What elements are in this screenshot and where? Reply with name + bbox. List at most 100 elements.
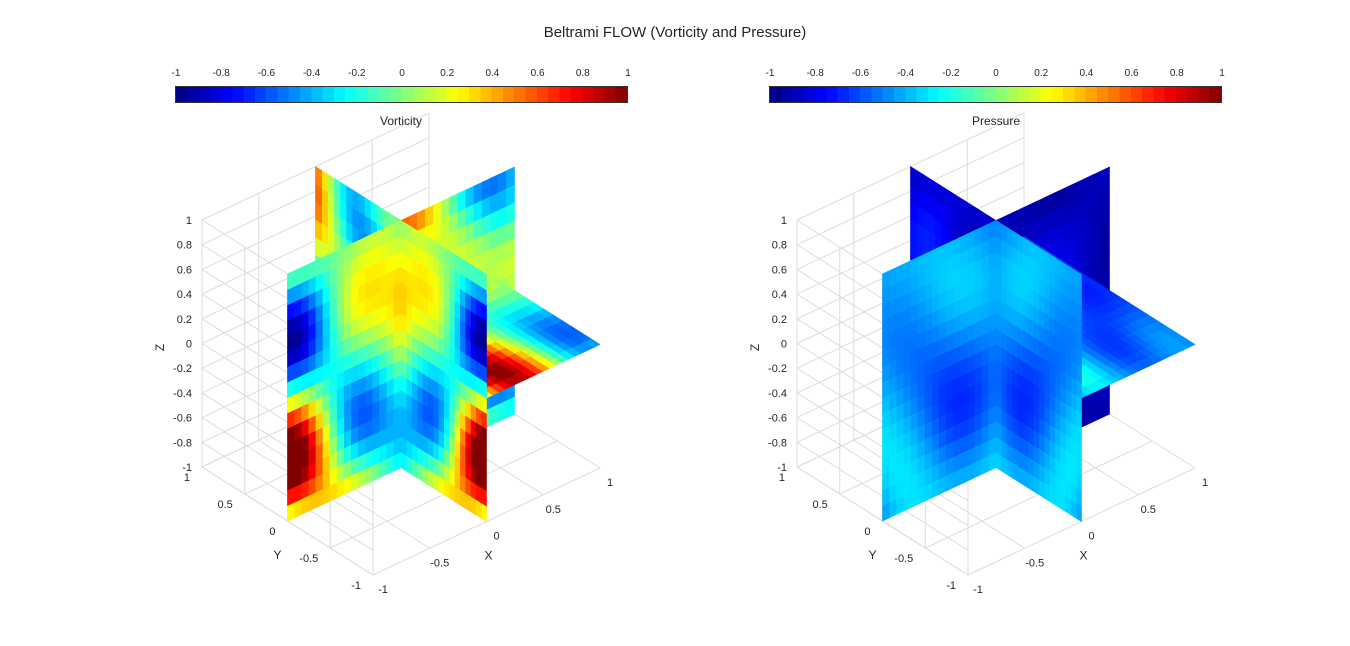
slice-cell (1011, 208, 1021, 231)
z-axis-label: Z (748, 344, 762, 351)
slice-cell (1027, 240, 1034, 261)
z-tick-label: 0.8 (772, 240, 787, 252)
colorbar-tick-label: -0.8 (212, 68, 230, 79)
slice-cell (896, 263, 905, 284)
x-tick-label: 0.5 (546, 504, 561, 516)
slice-x0-front (995, 219, 1082, 523)
colorbar-tick-label: -0.6 (257, 68, 276, 79)
slice-cell (308, 260, 317, 280)
slice-cell (922, 173, 930, 197)
slice-cell (1020, 204, 1029, 228)
colorbar-tick-label: -0.4 (302, 68, 321, 79)
slice-cell (475, 267, 482, 288)
slice-cell (294, 266, 302, 287)
slice-cell (1038, 246, 1045, 267)
slice-cell (345, 185, 353, 208)
slice-cell (416, 230, 423, 250)
x-tick-label: -0.5 (430, 557, 449, 569)
slice-cell (1068, 181, 1078, 205)
slice-cell (411, 226, 418, 247)
z-tick-label: -0.2 (173, 363, 192, 375)
slice-cell (448, 250, 455, 271)
slice-cell (1006, 226, 1013, 247)
z-tick-label: 0.4 (772, 289, 787, 301)
y-axis-label: Y (868, 548, 876, 562)
slice-cell (928, 177, 936, 201)
colorbar-tick-label: 0.6 (1124, 68, 1139, 79)
colorbar-tick-label: 0 (993, 68, 999, 79)
slice-cell (974, 226, 983, 247)
slice-cell (333, 177, 341, 201)
z-tick-label: -1 (777, 462, 787, 474)
slice-cell (1060, 185, 1070, 209)
z-axis-label: Z (153, 344, 167, 351)
colorbar-tick-label: -1 (765, 68, 775, 79)
x-tick-label: 1 (1202, 477, 1208, 489)
colorbar-tick-label: 1 (1219, 68, 1225, 79)
slice-cell (981, 223, 990, 244)
x-tick-label: -1 (378, 584, 388, 596)
x-axis-label: X (484, 549, 492, 563)
slice-cell (315, 165, 322, 189)
slice-cell (376, 204, 383, 228)
z-tick-label: -0.8 (173, 437, 192, 449)
y-tick-label: 0.5 (217, 499, 232, 511)
slice-cell (988, 220, 997, 240)
slice-cell (1033, 243, 1040, 264)
y-tick-label: 0 (269, 526, 275, 538)
slice-cell (960, 233, 968, 254)
slice-cell (1101, 166, 1110, 189)
slice-cell (1084, 174, 1094, 197)
slice-cell (449, 193, 459, 216)
slice-cell (327, 173, 335, 197)
slice-cell (351, 189, 359, 212)
z-tick-label: -1 (182, 462, 192, 474)
slice-cell (1075, 270, 1082, 291)
slice-cell (1065, 263, 1072, 284)
slice-cell (438, 243, 445, 264)
colorbar-tick-label: 0.6 (530, 68, 545, 79)
z-tick-label: 1 (186, 215, 192, 227)
slice-cell (459, 257, 466, 277)
slice-cell (940, 185, 948, 208)
slice-cell (441, 197, 450, 220)
slice-cell (1044, 193, 1054, 216)
slice-cell (931, 246, 940, 267)
slice-cell (959, 196, 966, 220)
slice-cell (379, 226, 388, 247)
z-tick-label: -0.8 (768, 437, 787, 449)
slice-cell (1076, 177, 1086, 201)
z-tick-label: 0 (186, 339, 192, 351)
y-tick-label: -0.5 (894, 553, 913, 565)
slice-cell (497, 170, 507, 193)
axes-title: Pressure (972, 114, 1020, 128)
slice-cell (506, 166, 515, 189)
y-tick-label: 0 (864, 526, 870, 538)
y-tick-label: 1 (184, 472, 190, 484)
slice-cell (889, 266, 897, 287)
x-tick-label: 0 (1088, 531, 1094, 543)
slice-cell (924, 250, 933, 270)
slice-cell (365, 233, 373, 254)
y-tick-label: -1 (351, 580, 361, 592)
slice-cell (953, 236, 961, 257)
colorbar-tick-label: -0.2 (942, 68, 960, 79)
slice-cell (967, 230, 976, 250)
z-tick-label: 0.2 (772, 314, 787, 326)
slice-x0-front (400, 219, 487, 523)
slice-cell (916, 169, 924, 193)
y-tick-label: 0.5 (812, 499, 827, 511)
vorticity-colorbar-ticks: -1 -0.8 -0.6 -0.4 -0.2 0 0.2 0.4 0.6 0.8 1 (172, 68, 631, 82)
z-tick-label: -0.6 (768, 413, 787, 425)
x-tick-label: -1 (973, 584, 983, 596)
vorticity-plot: Vorticity 1 0.8 0.6 0.4 0.2 0 -0.2 -0.4 -0.6 -0.8 -… (153, 112, 613, 596)
slice-cell (358, 236, 366, 257)
slice-cell (1022, 236, 1029, 257)
slice-cell (995, 219, 1002, 240)
slice-cell (470, 263, 477, 284)
colorbar-tick-label: 0.2 (1034, 68, 1049, 79)
slice-cell (372, 230, 381, 250)
slice-cell (952, 192, 960, 216)
x-axis-label: X (1079, 549, 1087, 563)
slice-cell (882, 270, 890, 290)
